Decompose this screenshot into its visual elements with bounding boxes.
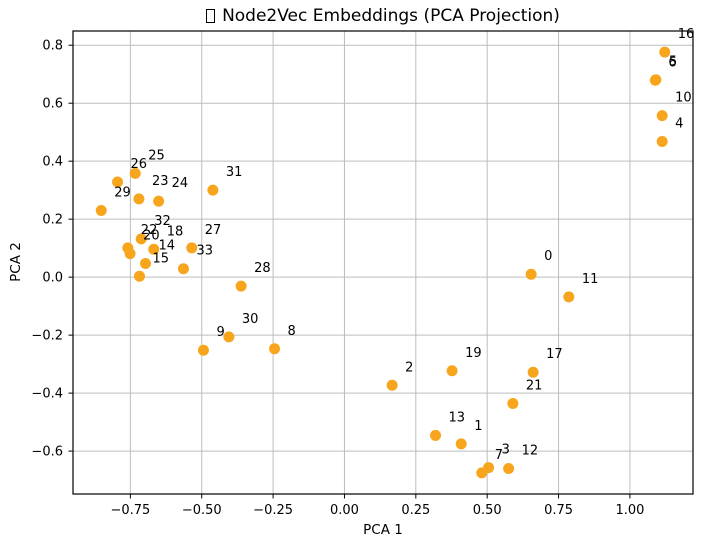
data-point (134, 270, 146, 282)
data-point (112, 176, 124, 188)
point-label: 15 (153, 251, 170, 266)
point-label: 0 (544, 249, 552, 264)
point-label: 6 (668, 55, 676, 70)
point-label: 18 (167, 224, 184, 239)
point-label: 23 (152, 174, 169, 189)
data-point (476, 467, 488, 479)
point-label: 30 (242, 312, 259, 327)
chart-title: Node2Vec Embeddings (PCA Projection) (73, 6, 693, 26)
data-point (659, 46, 671, 58)
data-point (507, 398, 519, 410)
x-tick-label: −0.50 (182, 503, 222, 518)
point-label: 12 (522, 443, 539, 458)
x-tick-label: 0.00 (330, 503, 359, 518)
y-tick-label: 0.8 (42, 39, 63, 54)
data-point (446, 365, 458, 377)
point-label: 4 (675, 116, 683, 131)
point-label: 5 (669, 55, 677, 70)
point-label: 7 (495, 448, 503, 463)
y-tick-label: −0.6 (31, 445, 63, 460)
point-label: 25 (148, 148, 165, 163)
data-point (525, 268, 537, 280)
data-point (133, 193, 145, 205)
point-label: 17 (546, 347, 563, 362)
x-axis-label: PCA 1 (363, 522, 403, 538)
point-label: 21 (526, 379, 543, 394)
missing-glyph-icon (206, 9, 216, 23)
point-label: 1 (474, 419, 482, 434)
point-label: 20 (143, 229, 160, 244)
data-point (223, 331, 235, 343)
x-tick-label: 0.75 (544, 503, 573, 518)
x-tick-label: 0.25 (401, 503, 430, 518)
point-label: 24 (172, 176, 189, 191)
data-point (563, 291, 575, 303)
data-point (197, 344, 209, 356)
x-tick-label: 0.50 (473, 503, 502, 518)
x-tick-label: −0.25 (253, 503, 293, 518)
data-point (430, 429, 442, 441)
data-point (503, 462, 515, 474)
data-point (177, 263, 189, 275)
point-label: 28 (254, 261, 271, 276)
y-tick-label: −0.2 (31, 329, 63, 344)
point-label: 26 (131, 157, 148, 172)
y-axis-label: PCA 2 (8, 242, 24, 282)
data-point (122, 242, 134, 254)
data-point (186, 242, 198, 254)
point-label: 19 (465, 346, 482, 361)
y-tick-label: 0.6 (42, 97, 63, 112)
point-label: 2 (405, 360, 413, 375)
y-tick-label: −0.4 (31, 387, 63, 402)
data-point (153, 195, 165, 207)
point-label: 8 (288, 324, 296, 339)
point-label: 9 (216, 325, 224, 340)
data-point (140, 258, 152, 270)
point-label: 27 (205, 223, 222, 238)
point-label: 22 (141, 223, 158, 238)
point-label: 13 (449, 410, 466, 425)
data-point (135, 233, 147, 245)
y-tick-label: 0.4 (42, 155, 63, 170)
point-label: 3 (502, 443, 510, 458)
data-point (527, 366, 539, 378)
point-label: 32 (154, 214, 171, 229)
point-label: 31 (226, 165, 243, 180)
x-tick-label: −0.75 (110, 503, 150, 518)
point-label: 33 (196, 244, 213, 259)
data-point (235, 280, 247, 292)
data-point (129, 167, 141, 179)
data-point (649, 74, 661, 86)
data-point (148, 243, 160, 255)
point-label: 11 (582, 272, 599, 287)
point-label: 16 (678, 27, 695, 42)
data-point (386, 379, 398, 391)
point-label: 10 (675, 91, 692, 106)
y-tick-label: 0.2 (42, 213, 63, 228)
x-tick-label: 1.00 (615, 503, 644, 518)
data-point (95, 204, 107, 216)
chart-title-text: Node2Vec Embeddings (PCA Projection) (222, 6, 560, 26)
y-tick-label: 0.0 (42, 271, 63, 286)
data-point (455, 438, 467, 450)
data-point (207, 184, 219, 196)
point-label: 29 (114, 185, 131, 200)
data-point (269, 343, 281, 355)
plot-border (72, 30, 694, 495)
point-label: 14 (159, 239, 176, 254)
data-point (656, 110, 668, 122)
data-point (656, 135, 668, 147)
